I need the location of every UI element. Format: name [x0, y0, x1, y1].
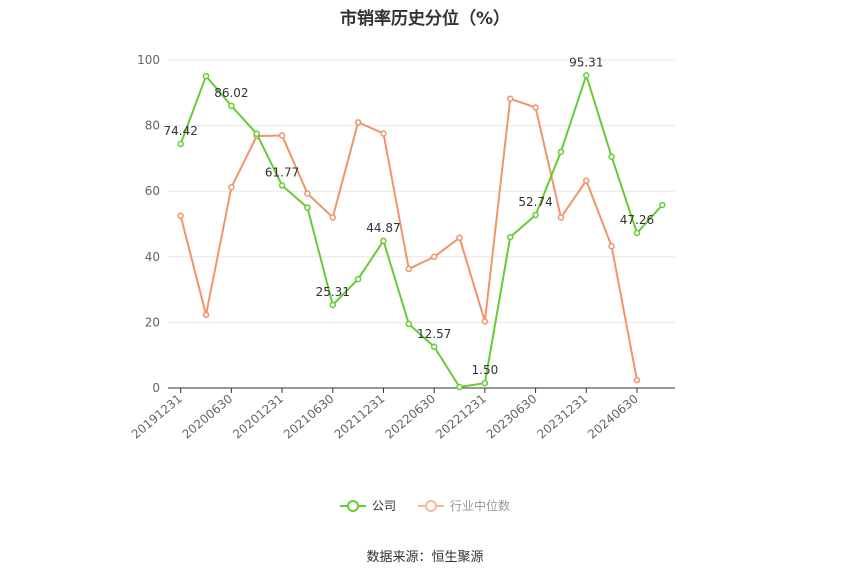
data-labels: 74.42 86.02 61.77 25.31 44.87 12.57 1.50 52.74 9… [163, 55, 654, 377]
data-point-industry-median [405, 265, 413, 273]
chart-title: 市销率历史分位（%） [339, 9, 511, 29]
legend-label-industry-median: 行业中位数 [450, 499, 511, 513]
data-point-industry-median [354, 119, 362, 126]
data-point-company [532, 211, 539, 219]
data-point-company [456, 383, 463, 391]
data-point-company [202, 72, 210, 80]
source-note: 数据来源：恒生聚源 [366, 550, 484, 565]
x-tick-label: 20240630 [585, 392, 641, 442]
axes: 0204060801002019123120200630202012312021… [129, 53, 675, 442]
x-tick-label: 20191231 [129, 392, 185, 442]
data-point-industry-median [506, 95, 514, 102]
data-point-industry-median [633, 376, 641, 384]
data-point-industry-median [456, 234, 463, 242]
data-point-company [278, 182, 286, 189]
data-point-industry-median [228, 184, 235, 191]
data-point-company [177, 140, 184, 148]
data-point-company [253, 130, 260, 138]
data-label: 86.02 [214, 86, 248, 100]
x-tick-label: 20200630 [180, 392, 236, 442]
data-label: 95.31 [569, 55, 603, 69]
data-point-industry-median [532, 104, 539, 111]
data-point-company [329, 301, 337, 309]
data-label: 74.42 [163, 124, 197, 138]
data-point-company [557, 148, 565, 156]
legend-marker-industry-icon [418, 499, 444, 512]
data-point-industry-median [481, 318, 489, 325]
data-point-industry-median [304, 190, 311, 197]
data-label: 1.50 [472, 363, 499, 377]
legend-label-company: 公司 [371, 499, 396, 513]
data-point-company [354, 275, 362, 283]
y-tick-label: 80 [145, 119, 160, 133]
y-tick-label: 60 [145, 184, 160, 198]
legend-marker-company-icon [339, 499, 366, 512]
series-lines [177, 72, 666, 391]
x-tick-label: 20231231 [534, 392, 590, 442]
data-point-company [633, 229, 641, 237]
data-point-industry-median [329, 214, 337, 221]
y-tick-label: 40 [145, 250, 160, 264]
data-label: 52.74 [518, 195, 552, 209]
data-label: 44.87 [366, 221, 400, 235]
legend-item-company[interactable]: 公司 [339, 497, 396, 514]
data-point-company [506, 233, 514, 241]
data-point-industry-median [177, 212, 184, 220]
data-point-company [430, 343, 438, 351]
legend: 公司 行业中位数 [0, 497, 850, 514]
data-point-company [659, 201, 666, 209]
data-point-industry-median [608, 243, 615, 250]
y-tick-label: 20 [145, 315, 160, 329]
data-label: 61.77 [265, 165, 299, 179]
data-label: 25.31 [316, 285, 350, 299]
data-point-company [304, 204, 311, 211]
x-tick-label: 20230630 [484, 392, 540, 442]
x-tick-label: 20221231 [433, 392, 489, 442]
y-tick-label: 0 [152, 381, 160, 395]
data-point-company [608, 153, 615, 161]
y-tick-label: 100 [137, 53, 160, 67]
x-tick-label: 20201231 [230, 392, 286, 442]
data-label: 12.57 [417, 327, 451, 341]
data-label: 47.26 [620, 213, 654, 227]
x-tick-label: 20210630 [281, 392, 337, 442]
data-point-industry-median [202, 311, 210, 319]
data-point-industry-median [380, 130, 387, 137]
data-point-industry-median [278, 132, 286, 139]
data-point-company [405, 320, 413, 328]
series-line-industry-median [179, 97, 638, 381]
data-point-company [583, 72, 590, 79]
data-point-company [481, 379, 489, 387]
data-point-industry-median [583, 177, 590, 184]
x-tick-label: 20220630 [382, 392, 438, 442]
data-point-industry-median [430, 253, 438, 261]
data-point-industry-median [557, 214, 565, 221]
legend-item-industry-median[interactable]: 行业中位数 [418, 497, 510, 514]
data-point-company [380, 237, 387, 245]
data-point-company [228, 102, 235, 110]
x-tick-label: 20211231 [332, 392, 388, 442]
series-line-company [179, 74, 664, 389]
